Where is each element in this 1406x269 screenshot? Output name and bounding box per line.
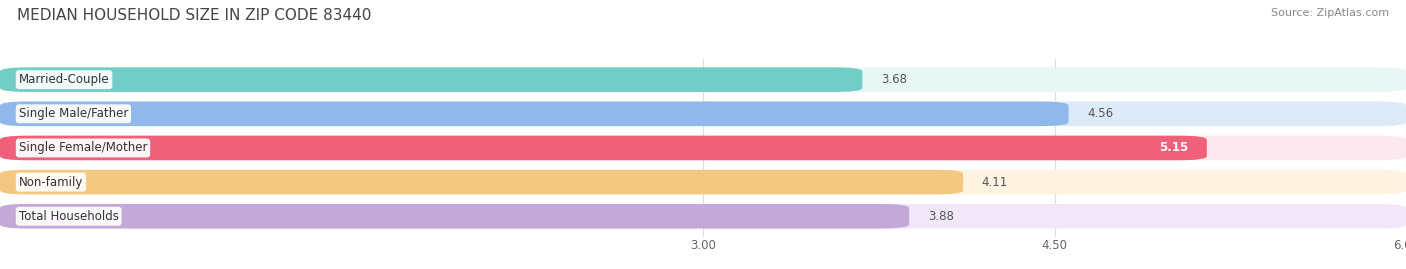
FancyBboxPatch shape xyxy=(0,67,862,92)
FancyBboxPatch shape xyxy=(0,101,1406,126)
Text: 4.56: 4.56 xyxy=(1087,107,1114,120)
Text: Non-family: Non-family xyxy=(18,176,83,189)
Text: MEDIAN HOUSEHOLD SIZE IN ZIP CODE 83440: MEDIAN HOUSEHOLD SIZE IN ZIP CODE 83440 xyxy=(17,8,371,23)
Text: Single Female/Mother: Single Female/Mother xyxy=(18,141,148,154)
FancyBboxPatch shape xyxy=(0,67,1406,92)
Text: 5.15: 5.15 xyxy=(1159,141,1188,154)
Text: Married-Couple: Married-Couple xyxy=(18,73,110,86)
FancyBboxPatch shape xyxy=(0,101,1069,126)
Text: 3.68: 3.68 xyxy=(882,73,907,86)
FancyBboxPatch shape xyxy=(0,170,1406,194)
Text: 4.11: 4.11 xyxy=(981,176,1008,189)
FancyBboxPatch shape xyxy=(0,170,963,194)
FancyBboxPatch shape xyxy=(0,204,1406,229)
Text: 3.88: 3.88 xyxy=(928,210,953,223)
FancyBboxPatch shape xyxy=(0,204,910,229)
FancyBboxPatch shape xyxy=(0,136,1406,160)
Text: Source: ZipAtlas.com: Source: ZipAtlas.com xyxy=(1271,8,1389,18)
Text: Total Households: Total Households xyxy=(18,210,118,223)
Text: Single Male/Father: Single Male/Father xyxy=(18,107,128,120)
FancyBboxPatch shape xyxy=(0,136,1206,160)
